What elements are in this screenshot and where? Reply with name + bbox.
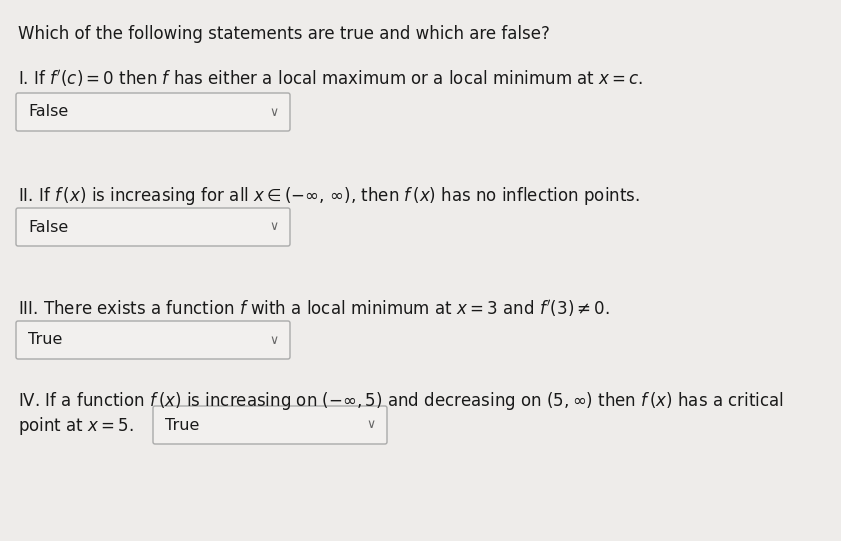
Text: ∨: ∨	[269, 105, 278, 118]
Text: ∨: ∨	[269, 333, 278, 346]
FancyBboxPatch shape	[16, 208, 290, 246]
Text: Which of the following statements are true and which are false?: Which of the following statements are tr…	[18, 25, 550, 43]
Text: True: True	[165, 418, 199, 432]
Text: point at $x = 5$.: point at $x = 5$.	[18, 415, 134, 437]
FancyBboxPatch shape	[16, 93, 290, 131]
Text: IV. If a function $f\,(x)$ is increasing on $(-\infty, 5)$ and decreasing on $(5: IV. If a function $f\,(x)$ is increasing…	[18, 390, 784, 412]
FancyBboxPatch shape	[16, 321, 290, 359]
Text: True: True	[28, 333, 62, 347]
Text: ∨: ∨	[269, 221, 278, 234]
Text: False: False	[28, 220, 68, 234]
Text: III. There exists a function $f$ with a local minimum at $x = 3$ and $f'(3) \neq: III. There exists a function $f$ with a …	[18, 298, 610, 319]
Text: ∨: ∨	[367, 419, 376, 432]
FancyBboxPatch shape	[153, 406, 387, 444]
Text: False: False	[28, 104, 68, 120]
Text: II. If $f\,(x)$ is increasing for all $x \in (-\infty,\, \infty)$, then $f\,(x)$: II. If $f\,(x)$ is increasing for all $x…	[18, 185, 640, 207]
Text: I. If $f'(c) = 0$ then $f$ has either a local maximum or a local minimum at $x =: I. If $f'(c) = 0$ then $f$ has either a …	[18, 68, 643, 89]
